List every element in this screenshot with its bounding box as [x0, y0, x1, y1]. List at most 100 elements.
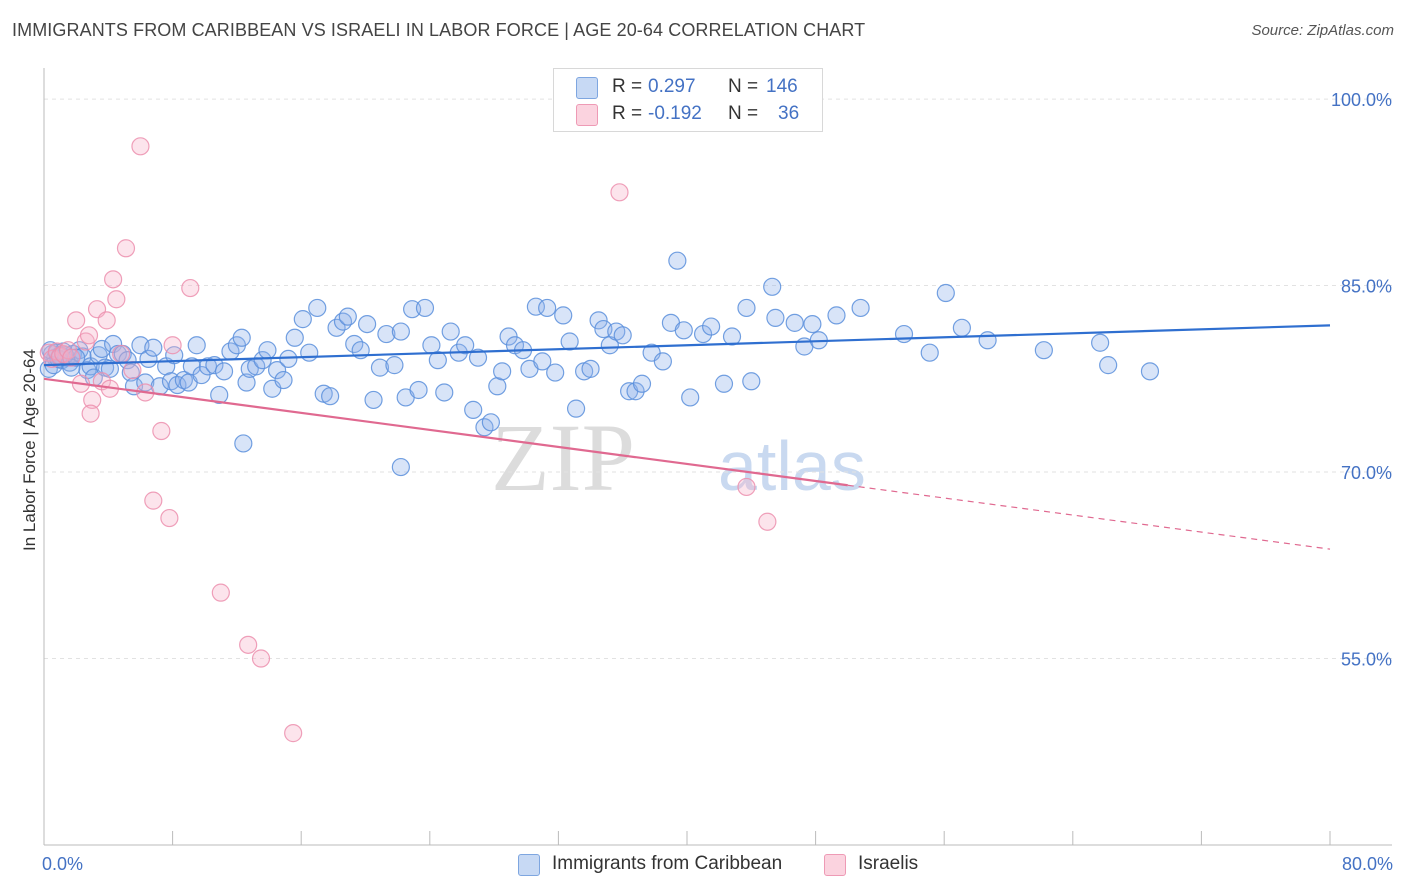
data-point	[181, 278, 200, 298]
legend-n-label: N =	[728, 103, 759, 124]
data-point	[613, 326, 632, 345]
data-point	[468, 348, 488, 367]
data-point	[758, 512, 777, 531]
legend-label-israelis: Israelis	[858, 853, 919, 874]
data-point	[435, 383, 454, 402]
data-point	[251, 649, 271, 668]
data-point	[978, 331, 997, 350]
data-point	[279, 349, 298, 369]
data-point	[284, 724, 303, 743]
data-point	[81, 404, 100, 423]
legend-r-label: R =	[612, 103, 643, 124]
data-point	[308, 298, 327, 318]
data-point	[214, 362, 234, 381]
data-point	[116, 239, 136, 258]
data-point	[174, 370, 193, 390]
data-point	[267, 360, 287, 380]
data-point	[333, 312, 353, 331]
data-point	[253, 351, 272, 370]
data-point	[274, 370, 293, 390]
data-point	[210, 385, 229, 405]
trend-line	[43, 377, 848, 487]
data-point	[237, 373, 256, 392]
trend-lines	[43, 324, 1331, 550]
series-israelis-points	[39, 137, 777, 743]
legend-swatch-blue	[576, 77, 598, 99]
data-point	[742, 372, 761, 391]
stats-legend: R = 0.297 N = 146 R = -0.192 N = 36	[553, 68, 823, 132]
data-point	[763, 277, 782, 296]
data-point	[160, 508, 179, 528]
data-point	[827, 306, 846, 325]
data-point	[737, 477, 756, 497]
data-point	[377, 324, 396, 344]
data-point	[67, 311, 86, 330]
data-point	[803, 314, 822, 334]
data-point	[533, 352, 552, 371]
data-point	[112, 344, 131, 364]
data-point	[560, 332, 579, 351]
data-point	[370, 358, 390, 377]
data-point	[391, 457, 410, 477]
data-point	[1099, 356, 1118, 375]
data-point	[481, 413, 500, 432]
data-point	[581, 359, 600, 378]
chart-title: IMMIGRANTS FROM CARIBBEAN VS ISRAELI IN …	[12, 20, 866, 40]
data-point	[737, 298, 756, 318]
data-point	[123, 360, 142, 380]
legend-swatch-blue	[518, 854, 540, 876]
watermark: ZIP atlas	[491, 404, 866, 511]
legend-n-value: 36	[778, 103, 800, 124]
data-point	[97, 311, 116, 330]
tick-labels: 100.0% 85.0% 70.0% 55.0% 0.0% 80.0%	[42, 90, 1393, 874]
data-point	[358, 314, 377, 334]
data-point	[232, 328, 251, 347]
data-point	[139, 349, 158, 369]
legend-r-label: R =	[612, 76, 643, 97]
data-point	[131, 137, 150, 156]
data-point	[321, 387, 340, 406]
axes	[43, 68, 1392, 846]
data-point	[766, 308, 785, 327]
legend-r-value: -0.192	[648, 103, 702, 124]
data-point	[464, 400, 483, 419]
data-point	[62, 348, 81, 367]
y-axis-label-wrap: In Labor Force | Age 20-64	[18, 300, 42, 600]
data-point	[285, 328, 304, 347]
data-point	[702, 317, 721, 336]
x-tick-label: 0.0%	[42, 854, 83, 874]
data-point	[136, 373, 155, 392]
legend-n-label: N =	[728, 76, 759, 97]
data-point	[152, 421, 171, 441]
data-point	[566, 399, 586, 418]
data-point	[107, 290, 126, 309]
y-tick-label: 100.0%	[1331, 90, 1392, 110]
data-point	[952, 318, 971, 337]
data-point	[338, 307, 357, 326]
data-point	[403, 300, 422, 319]
data-point	[554, 306, 573, 325]
data-point	[239, 635, 258, 654]
watermark-zip: ZIP	[491, 404, 635, 511]
data-point	[364, 390, 383, 410]
data-point	[187, 336, 206, 355]
trend-line	[43, 324, 1331, 367]
data-point	[632, 374, 652, 393]
data-point	[936, 283, 955, 303]
data-point	[456, 336, 475, 355]
data-point	[493, 362, 512, 381]
data-point	[851, 298, 870, 318]
data-point	[668, 251, 687, 270]
x-tick-label: 80.0%	[1342, 854, 1393, 874]
data-point	[546, 363, 565, 382]
trend-line-extrapolated	[847, 484, 1331, 550]
data-point	[428, 351, 447, 370]
data-point	[163, 336, 182, 355]
legend-label-caribbean: Immigrants from Caribbean	[552, 853, 783, 874]
data-point	[653, 352, 672, 371]
legend-r-value: 0.297	[648, 76, 696, 97]
y-tick-label: 55.0%	[1341, 650, 1392, 670]
y-axis-label: In Labor Force | Age 20-64	[20, 349, 39, 551]
data-point	[538, 298, 557, 318]
